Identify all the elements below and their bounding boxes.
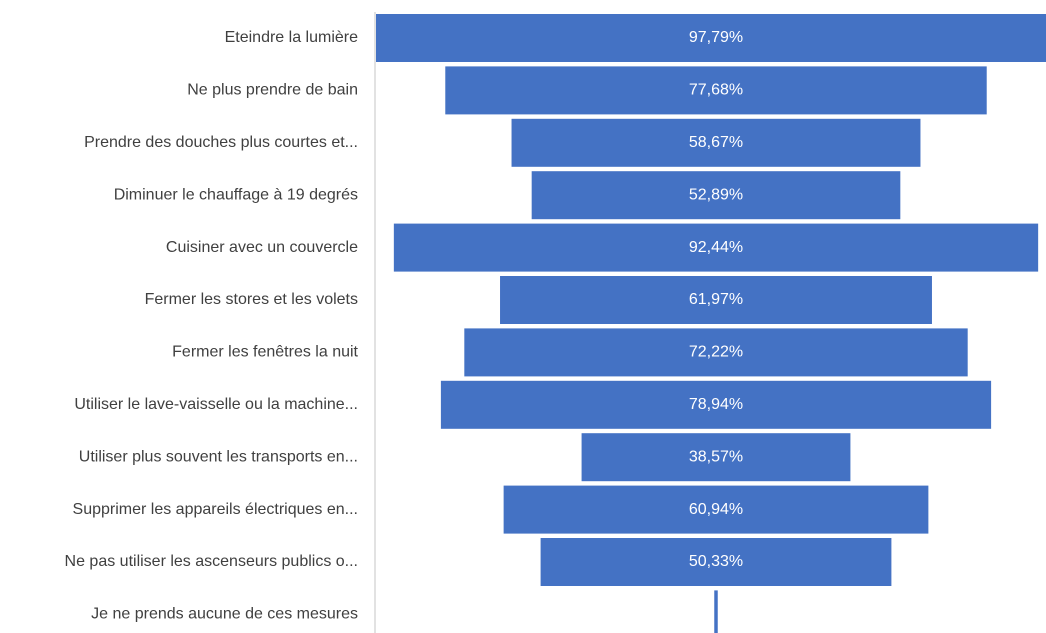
category-label: Je ne prends aucune de ces mesures xyxy=(91,606,358,623)
bar xyxy=(581,433,851,482)
value-label: 97,79% xyxy=(689,29,743,46)
value-label: 61,97% xyxy=(689,291,743,308)
category-label: Prendre des douches plus courtes et... xyxy=(84,134,358,151)
category-label: Supprimer les appareils électriques en..… xyxy=(73,501,358,518)
bar xyxy=(500,276,932,324)
bar xyxy=(503,485,929,534)
plot-area xyxy=(376,14,1046,633)
category-label: Fermer les fenêtres la nuit xyxy=(172,344,358,361)
value-label: 52,89% xyxy=(689,186,743,203)
bar xyxy=(440,380,992,429)
bar xyxy=(714,590,718,633)
value-label: 50,33% xyxy=(689,553,743,570)
bar xyxy=(445,66,987,115)
category-label: Utiliser plus souvent les transports en.… xyxy=(79,448,358,465)
value-label: 58,67% xyxy=(689,134,743,151)
category-label: Eteindre la lumière xyxy=(225,29,359,46)
value-label: 77,68% xyxy=(689,82,743,99)
category-label: Diminuer le chauffage à 19 degrés xyxy=(114,186,358,203)
bar xyxy=(511,118,921,167)
category-label: Cuisiner avec un couvercle xyxy=(166,239,358,256)
category-label: Ne pas utiliser les ascenseurs publics o… xyxy=(65,553,358,570)
value-label: 92,44% xyxy=(689,239,743,256)
value-label: 60,94% xyxy=(689,501,743,518)
value-label: 78,94% xyxy=(689,396,743,413)
category-label: Utiliser le lave-vaisselle ou la machine… xyxy=(74,396,358,413)
bar xyxy=(393,223,1039,272)
bar xyxy=(531,171,901,220)
bar xyxy=(376,14,1046,62)
value-label: 72,22% xyxy=(689,344,743,361)
bar xyxy=(540,538,892,586)
category-label: Ne plus prendre de bain xyxy=(187,82,358,99)
bar xyxy=(464,328,968,377)
value-label: 38,57% xyxy=(689,448,743,465)
category-label: Fermer les stores et les volets xyxy=(145,291,358,308)
